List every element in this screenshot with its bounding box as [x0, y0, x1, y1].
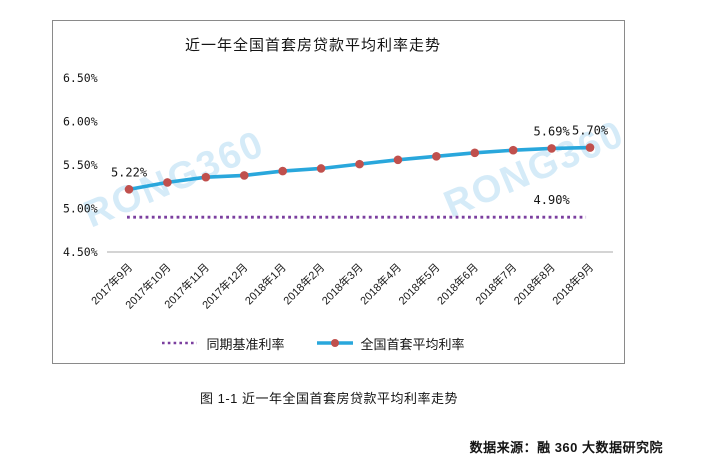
chart-panel: 近一年全国首套房贷款平均利率走势 RONG360 RONG360 6.50% 6.00…: [52, 20, 626, 364]
x-axis-tick-label: 2018年9月: [549, 260, 596, 307]
y-axis-tick-label: 4.50%: [63, 245, 98, 259]
legend-item-benchmark: 同期基准利率: [161, 334, 285, 353]
data-point-marker: [316, 164, 326, 173]
data-source: 数据来源：融 360 大数据研究院: [469, 440, 663, 455]
y-axis-tick-label: 6.00%: [63, 115, 98, 129]
data-point-marker: [355, 159, 364, 169]
data-point-marker: [585, 143, 595, 152]
legend-label-average: 全国首套平均利率: [360, 336, 465, 352]
data-point-marker: [201, 172, 211, 182]
average-line-swatch: [316, 339, 353, 347]
y-axis-tick-label: 5.00%: [63, 202, 98, 216]
line-chart: RONG360 RONG3606.50%6.00%5.50%5.00%4.50%2…: [63, 71, 626, 312]
data-point-marker: [508, 145, 518, 155]
chart-title: 近一年全国首套房贷款平均利率走势: [184, 37, 441, 54]
figure-caption: 图 1-1 近一年全国首套房贷款平均利率走势: [200, 391, 459, 406]
data-point-marker: [470, 148, 480, 158]
data-point-marker: [432, 152, 441, 161]
data-point-label: 5.22%: [111, 165, 148, 179]
watermark-text-1: RONG360: [78, 123, 271, 236]
data-point-marker: [547, 144, 556, 153]
data-point-label: 5.70%: [572, 124, 609, 138]
legend-item-average: 全国首套平均利率: [316, 334, 465, 353]
benchmark-line-swatch: [162, 341, 198, 345]
y-axis-tick-label: 6.50%: [63, 71, 98, 85]
data-point-marker: [393, 155, 403, 165]
data-point-marker: [278, 166, 287, 176]
data-point-label: 4.90%: [534, 193, 571, 207]
data-point-marker: [124, 185, 134, 194]
y-axis-tick-label: 5.50%: [63, 158, 98, 172]
data-point-marker: [163, 178, 172, 187]
chart-legend: 同期基准利率 全国首套平均利率: [53, 333, 573, 353]
data-point-label: 5.69%: [534, 124, 571, 138]
data-point-marker: [239, 171, 249, 180]
legend-label-benchmark: 同期基准利率: [206, 336, 285, 352]
